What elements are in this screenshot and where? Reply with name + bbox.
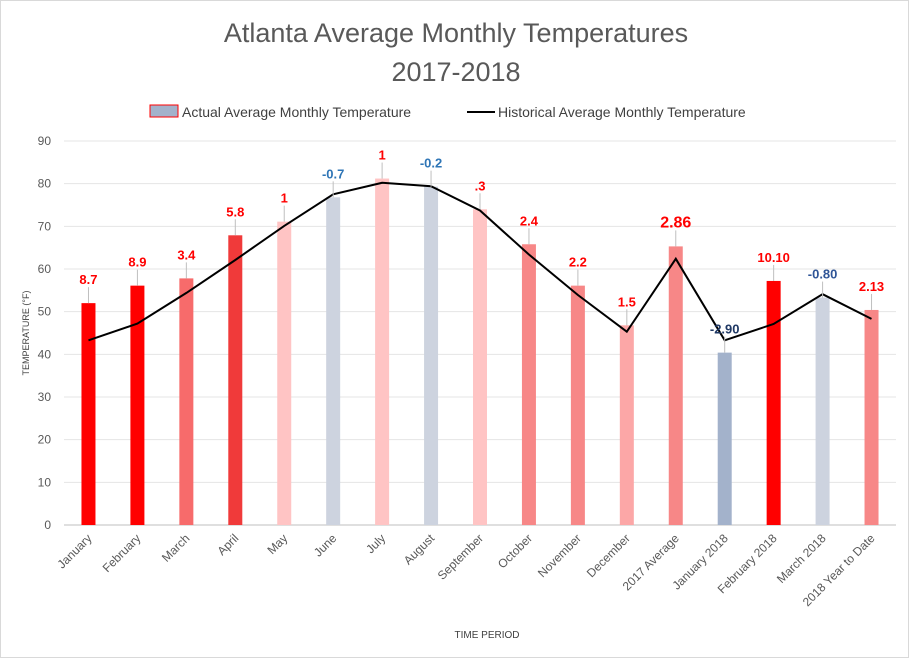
data-label: -0.80 (808, 267, 838, 282)
y-axis-label: TEMPERATURE (°F) (21, 291, 31, 376)
y-tick-label: 10 (38, 475, 52, 489)
bar (81, 303, 95, 525)
bar (179, 278, 193, 525)
x-tick-label: November (535, 531, 584, 580)
legend-bar-swatch (150, 105, 178, 117)
data-label: 1.5 (618, 294, 636, 309)
x-tick-label: February (100, 531, 144, 575)
bar (424, 187, 438, 525)
data-label: 2.2 (569, 255, 587, 270)
data-label: 8.9 (128, 255, 146, 270)
data-label: 10.10 (757, 250, 790, 265)
data-label: 2.13 (859, 279, 884, 294)
data-label: 3.4 (177, 247, 196, 262)
y-tick-label: 70 (38, 219, 52, 233)
data-label: 1 (281, 191, 288, 206)
x-axis-label: TIME PERIOD (454, 630, 519, 641)
x-tick-label: August (401, 531, 438, 568)
x-tick-label: March (159, 531, 192, 564)
bar (375, 179, 389, 525)
x-tick-label: September (435, 531, 486, 582)
bar (718, 353, 732, 525)
data-label: -2.90 (710, 322, 740, 337)
legend: Actual Average Monthly Temperature Histo… (150, 104, 746, 120)
data-label: 1 (379, 148, 386, 163)
legend-bar-label: Actual Average Monthly Temperature (182, 104, 411, 120)
y-tick-label: 30 (38, 390, 52, 404)
bar (620, 325, 634, 525)
bar (228, 235, 242, 525)
x-tick-label: October (495, 531, 535, 571)
y-tick-label: 20 (38, 433, 52, 447)
bar (816, 298, 830, 525)
data-label: -0.2 (420, 156, 442, 171)
bar (522, 244, 536, 525)
y-tick-label: 90 (38, 134, 52, 148)
bar (326, 197, 340, 525)
data-label: 8.7 (79, 272, 97, 287)
data-label: 2.86 (660, 214, 691, 231)
data-label: 2.4 (520, 213, 539, 228)
bar (865, 310, 879, 525)
x-tick-label: December (584, 531, 633, 580)
x-tick-label: June (311, 531, 340, 560)
x-tick-label: May (264, 531, 290, 557)
x-tick-label: July (363, 531, 388, 556)
legend-line-label: Historical Average Monthly Temperature (498, 104, 746, 120)
y-tick-label: 40 (38, 347, 52, 361)
bar (473, 209, 487, 525)
chart-title-line1: Atlanta Average Monthly Temperatures (224, 18, 688, 48)
bar (571, 286, 585, 525)
x-tick-label: April (215, 531, 242, 558)
y-tick-label: 50 (38, 305, 52, 319)
data-label: .3 (475, 178, 486, 193)
y-tick-label: 60 (38, 262, 52, 276)
data-label: 5.8 (226, 204, 244, 219)
y-axis-ticks: 0 10 20 30 40 50 60 70 80 90 (38, 134, 52, 532)
x-tick-label: January (54, 531, 94, 571)
data-label: -0.7 (322, 166, 344, 181)
bar (767, 281, 781, 525)
y-tick-label: 0 (44, 518, 51, 532)
bar (277, 222, 291, 525)
bar-series (81, 179, 878, 525)
chart-title-line2: 2017-2018 (391, 57, 520, 87)
y-tick-label: 80 (38, 177, 52, 191)
bar (669, 246, 683, 525)
